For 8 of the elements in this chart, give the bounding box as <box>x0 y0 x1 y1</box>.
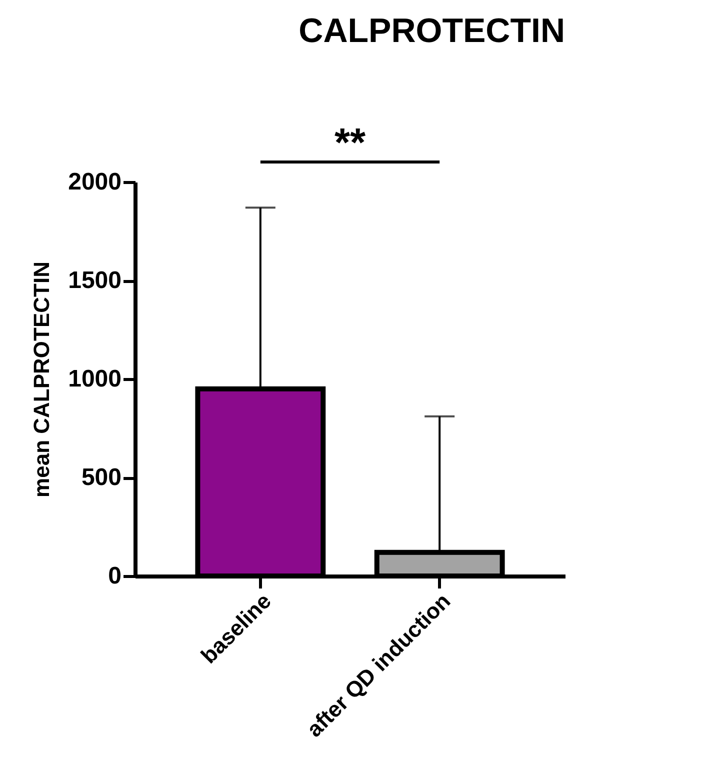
chart-title: CALPROTECTIN <box>298 12 565 50</box>
y-axis-title: mean CALPROTECTIN <box>29 262 54 498</box>
y-tick-label: 2000 <box>68 168 122 196</box>
y-tick-label: 500 <box>81 464 122 491</box>
y-tick-label: 0 <box>108 562 122 590</box>
y-tick-label: 1500 <box>68 267 122 294</box>
text: ** <box>334 121 366 165</box>
y-tick-label: 1000 <box>68 366 122 392</box>
